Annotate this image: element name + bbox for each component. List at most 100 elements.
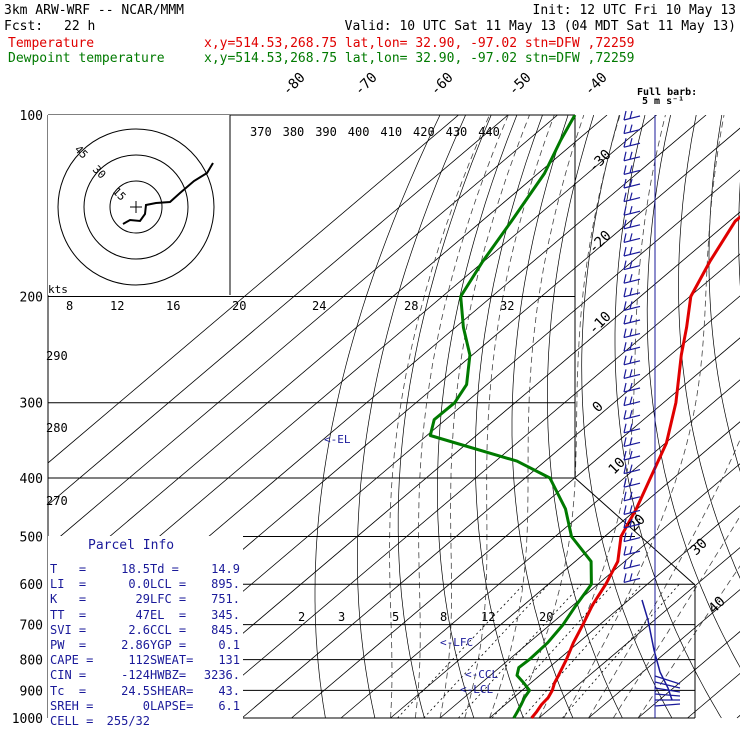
moist-adiabat-line — [464, 115, 555, 719]
theta-label: 370 — [250, 125, 272, 139]
parcel-value: 345. — [211, 607, 240, 622]
mixing-ratio-label: 16 — [166, 299, 180, 313]
dry-adiabat-line — [314, 115, 441, 719]
parcel-value: 2.86 — [121, 638, 150, 652]
wind-barb — [623, 546, 641, 556]
mixing-ratio-label: 2 — [298, 610, 305, 624]
parcel-value: 3236. — [203, 668, 240, 683]
wind-barb — [654, 687, 681, 693]
pressure-tick-label: 300 — [20, 397, 43, 412]
wind-barb — [623, 410, 641, 420]
theta-label: 400 — [348, 125, 370, 139]
wind-barb — [654, 693, 681, 697]
pressure-tick-label: 100 — [20, 109, 43, 124]
parcel-value: 0 — [142, 698, 150, 713]
parcel-value: 0.0 — [128, 577, 150, 592]
wind-barb — [623, 355, 641, 366]
wind-barb — [623, 274, 641, 284]
mixing-ratio-label: 28 — [404, 299, 418, 313]
parcel-value: 29 — [135, 592, 150, 607]
parcel-label: LI = — [50, 577, 87, 592]
isotherm-label: 40 — [706, 594, 729, 617]
pressure-tick-label: 700 — [20, 619, 43, 634]
temperature-trace — [530, 215, 740, 719]
isotherm-label: -10 — [586, 309, 615, 338]
mixing-ratio-label: 20 — [539, 610, 553, 624]
wind-barb — [654, 681, 681, 689]
wind-barb — [623, 124, 641, 135]
isotherm-line — [340, 379, 740, 719]
wind-barb — [623, 328, 641, 339]
parcel-value: 24.5 — [121, 683, 150, 698]
wind-barb — [623, 151, 641, 162]
parcel-label: YGP = — [150, 638, 187, 652]
wind-barb — [623, 437, 641, 447]
dry-adiabat-line — [357, 115, 466, 719]
isotherm-line — [48, 115, 558, 548]
dry-adiabat-line — [678, 115, 740, 579]
parcel-label: HWBZ= — [150, 668, 187, 683]
mixing-ratio-line — [397, 583, 525, 719]
wind-barb — [623, 260, 641, 271]
theta-left-label: 280 — [46, 421, 68, 435]
parcel-value: 131 — [218, 653, 240, 668]
parcel-value: 0.1 — [218, 638, 240, 652]
moist-adiabat-line — [489, 115, 585, 719]
mixing-ratio-label: 24 — [312, 299, 326, 313]
isotherm-line — [489, 505, 740, 719]
mixing-ratio-label: 20 — [232, 299, 246, 313]
parcel-label: TT = — [50, 607, 87, 622]
parcel-label: SVI = — [50, 622, 87, 637]
parcel-row: LI = 0.0 LCL = 895. — [50, 577, 242, 592]
pressure-tick-label: 500 — [20, 530, 43, 545]
moist-adiabat-line — [588, 438, 740, 719]
parcel-row: SVI = 2.6 CCL = 845. — [50, 623, 242, 638]
isotherm-line — [390, 421, 740, 719]
wind-barbs — [623, 110, 681, 718]
parcel-value: 255/32 — [106, 714, 150, 728]
wind-barb — [623, 219, 641, 230]
wind-barb — [623, 192, 641, 203]
wind-barb — [623, 165, 641, 175]
pressure-tick-label: 900 — [20, 684, 43, 699]
pressure-tick-label: 200 — [20, 291, 43, 306]
parcel-label: LAPSE= — [150, 698, 194, 713]
hodograph-ring — [57, 128, 215, 286]
isotherm-line — [192, 253, 740, 719]
mixing-ratio-label: 5 — [392, 610, 399, 624]
wind-barb — [623, 478, 641, 488]
isotherm-line — [439, 463, 740, 719]
parcel-label: Tc = — [50, 683, 87, 698]
hodograph-trace — [122, 162, 214, 225]
parcel-label: Td = — [150, 562, 179, 576]
isotherm-label: 30 — [688, 536, 711, 559]
isotherm-label: -50 — [506, 70, 535, 99]
parcel-label: CIN = — [50, 668, 87, 683]
parcel-row: CIN = -124 HWBZ= 3236. — [50, 668, 242, 683]
wind-barb — [623, 314, 641, 325]
theta-label: 440 — [478, 125, 500, 139]
parcel-label: CCL = — [150, 622, 187, 637]
mixing-ratio-label: 32 — [500, 299, 514, 313]
dry-adiabat-line — [437, 115, 518, 719]
wind-barb — [623, 246, 641, 257]
parcel-label: SREH = — [50, 698, 94, 713]
wind-barb — [654, 703, 681, 707]
theta-label: 380 — [283, 125, 305, 139]
parcel-row: T = 18.5 Td = 14.9 — [50, 562, 242, 577]
wind-barb — [623, 369, 641, 379]
parcel-value: 14.9 — [211, 562, 240, 576]
isotherm-line — [48, 115, 509, 506]
parcel-row: TT = 47 EL = 345. — [50, 608, 242, 623]
wind-barb — [623, 518, 641, 529]
isotherm-label: -40 — [582, 70, 611, 99]
parcel-label: SWEAT= — [150, 653, 194, 668]
mixing-ratio-label: 12 — [110, 299, 124, 313]
parcel-value: 751. — [211, 592, 240, 607]
plot-right-edge-lower — [574, 477, 696, 586]
mixing-ratio-line — [423, 583, 549, 719]
parcel-value: 6.1 — [218, 698, 240, 713]
dry-adiabat-line — [646, 115, 740, 668]
moist-adiabat-line — [389, 115, 490, 719]
isotherm-label: 20 — [626, 512, 649, 535]
